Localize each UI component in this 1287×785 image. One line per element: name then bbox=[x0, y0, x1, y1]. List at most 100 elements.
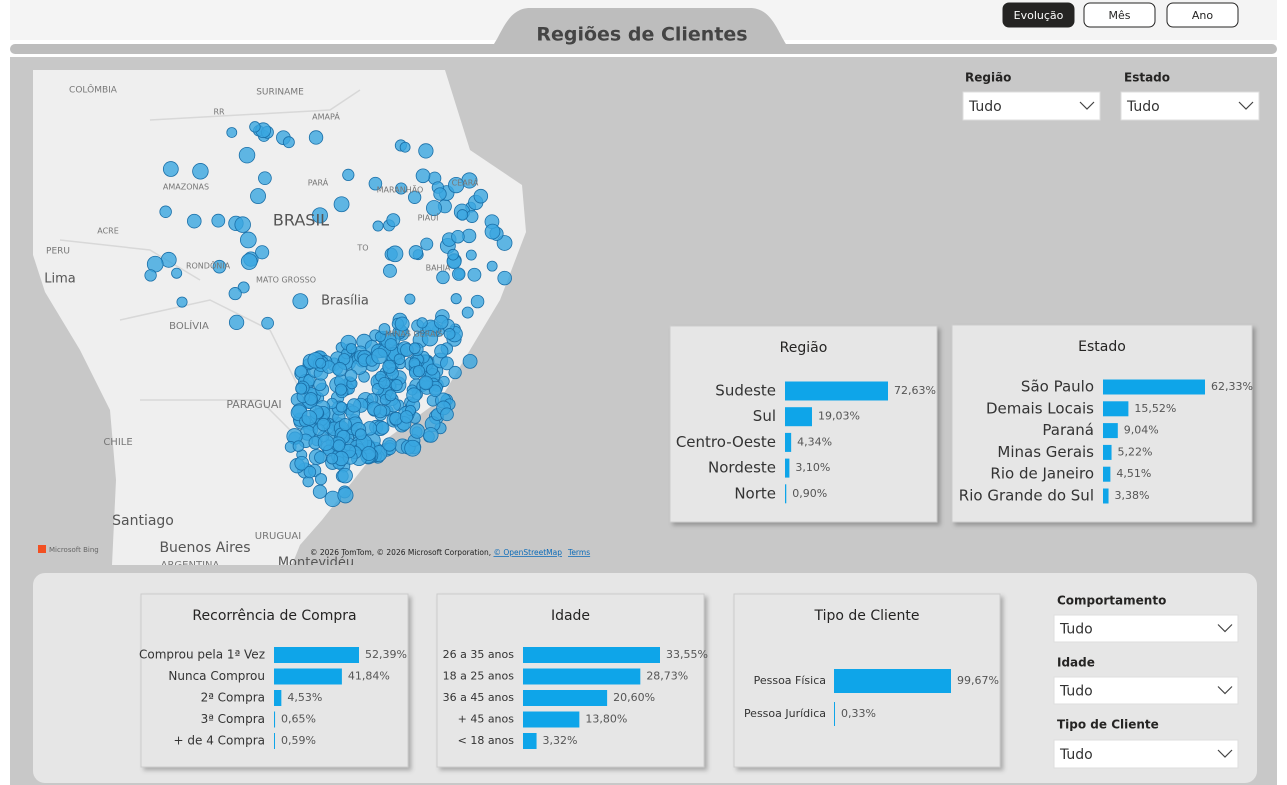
category-label: Pessoa Física bbox=[754, 674, 826, 687]
map-point bbox=[420, 237, 434, 251]
map-point bbox=[295, 382, 308, 395]
attribution-part[interactable]: Terms bbox=[567, 548, 590, 557]
bar bbox=[274, 647, 359, 663]
bar bbox=[1103, 444, 1112, 460]
map-point bbox=[250, 188, 266, 205]
chart-title: Estado bbox=[1078, 339, 1126, 355]
map-point bbox=[371, 347, 388, 365]
value-label: 72,63% bbox=[894, 384, 936, 397]
map-label: Lima bbox=[44, 272, 75, 287]
map-point bbox=[162, 161, 179, 177]
category-label: 18 a 25 anos bbox=[443, 670, 515, 683]
tab-button-label[interactable]: Evolução bbox=[1014, 9, 1064, 22]
map-point bbox=[345, 343, 357, 354]
chart-title: Tipo de Cliente bbox=[813, 608, 919, 624]
map-label: SURINAME bbox=[256, 88, 304, 98]
map-point bbox=[438, 375, 450, 387]
map-label: Brasília bbox=[321, 294, 369, 309]
dropdown-value[interactable]: Tudo bbox=[1059, 747, 1093, 763]
value-label: 3,10% bbox=[795, 461, 830, 474]
map-point bbox=[382, 359, 397, 374]
map-point bbox=[390, 379, 403, 392]
tab-button[interactable] bbox=[1083, 2, 1156, 28]
map-point bbox=[333, 196, 350, 213]
map-point bbox=[429, 384, 442, 398]
map-label: BOLÍVIA bbox=[169, 319, 209, 332]
category-label: Paraná bbox=[1042, 421, 1094, 439]
map-point bbox=[337, 487, 354, 504]
map-point bbox=[237, 281, 250, 294]
map-label: AMAZONAS bbox=[163, 183, 209, 192]
map-point bbox=[255, 245, 270, 260]
dropdown[interactable] bbox=[1053, 614, 1239, 643]
map-point bbox=[406, 387, 422, 403]
map-point bbox=[368, 176, 383, 191]
map-label: BAHIA bbox=[426, 264, 451, 273]
map-point bbox=[452, 267, 466, 281]
dropdown-value[interactable]: Tudo bbox=[1126, 99, 1160, 115]
map-point bbox=[440, 407, 454, 422]
value-label: 19,03% bbox=[818, 410, 860, 423]
dropdown-value[interactable]: Tudo bbox=[1059, 622, 1093, 638]
category-label: Minas Gerais bbox=[997, 443, 1094, 461]
bar bbox=[1103, 488, 1109, 504]
map-point bbox=[171, 267, 183, 279]
map-point bbox=[436, 270, 450, 285]
filter-label: Região bbox=[965, 71, 1011, 85]
dropdown-value[interactable]: Tudo bbox=[1059, 684, 1093, 700]
map-label: ACRE bbox=[97, 227, 119, 236]
map-point bbox=[144, 269, 157, 282]
map-point bbox=[434, 344, 449, 359]
map-point bbox=[416, 317, 428, 329]
map-point bbox=[386, 245, 404, 263]
map-point bbox=[335, 401, 348, 413]
map-label: CHILE bbox=[103, 437, 132, 448]
dropdown-value[interactable]: Tudo bbox=[968, 99, 1002, 115]
map-point bbox=[332, 362, 348, 377]
map-point bbox=[311, 207, 328, 224]
map-point bbox=[314, 451, 327, 464]
bar bbox=[274, 668, 342, 685]
map-label: Santiago bbox=[112, 513, 174, 529]
map-point bbox=[451, 229, 465, 244]
map-point bbox=[443, 328, 456, 340]
map-label: MATO GROSSO bbox=[256, 276, 316, 285]
tab-button-label[interactable]: Ano bbox=[1192, 9, 1213, 22]
bar bbox=[274, 733, 275, 749]
map-point bbox=[301, 410, 318, 426]
map-point bbox=[382, 437, 397, 452]
tab-button[interactable] bbox=[1002, 2, 1075, 28]
map-point bbox=[211, 213, 226, 228]
value-label: 0,33% bbox=[841, 707, 876, 720]
map-point bbox=[395, 182, 408, 195]
map-point bbox=[238, 146, 256, 164]
map-point bbox=[384, 389, 397, 402]
map-point bbox=[334, 383, 348, 396]
filter-label: Tipo de Cliente bbox=[1057, 718, 1159, 732]
map-point bbox=[294, 365, 308, 378]
map-point bbox=[421, 330, 439, 347]
dropdown[interactable] bbox=[962, 91, 1101, 121]
filter-label: Comportamento bbox=[1057, 594, 1166, 608]
dropdown[interactable] bbox=[1053, 676, 1239, 705]
map-point bbox=[186, 213, 202, 229]
value-label: 15,52% bbox=[1134, 402, 1176, 415]
tab-button-label[interactable]: Mês bbox=[1109, 9, 1131, 22]
map-point bbox=[226, 127, 238, 138]
attribution-part[interactable]: © OpenStreetMap bbox=[493, 548, 562, 557]
dropdown[interactable] bbox=[1120, 91, 1260, 121]
bar bbox=[523, 733, 537, 749]
dropdown[interactable] bbox=[1053, 739, 1239, 769]
tab-button[interactable] bbox=[1166, 2, 1239, 28]
map-point bbox=[426, 200, 442, 217]
category-label: São Paulo bbox=[1021, 378, 1094, 396]
category-label: + de 4 Compra bbox=[174, 734, 265, 748]
value-label: 4,51% bbox=[1116, 467, 1151, 480]
page-title: Regiões de Clientes bbox=[536, 24, 747, 46]
map-point bbox=[450, 293, 462, 305]
map-point bbox=[308, 130, 324, 145]
map-point bbox=[332, 439, 346, 452]
bar bbox=[1103, 401, 1129, 417]
map-label: MINAS GERAIS bbox=[385, 330, 443, 339]
map-point bbox=[394, 316, 410, 332]
